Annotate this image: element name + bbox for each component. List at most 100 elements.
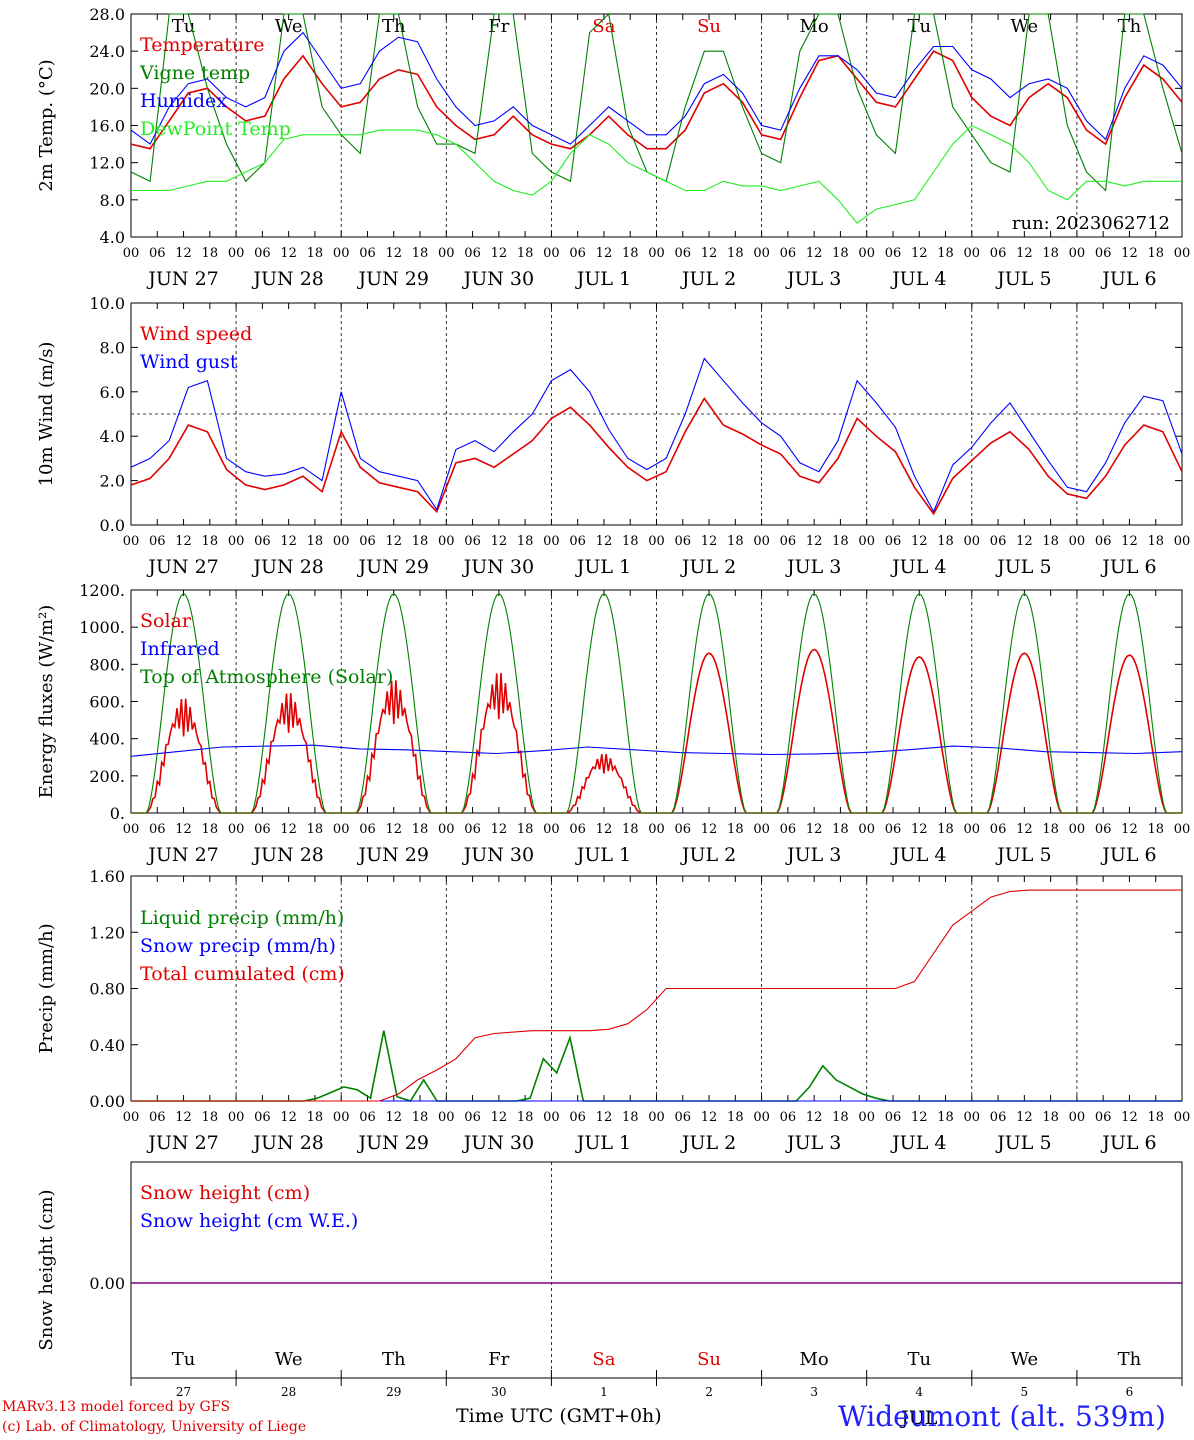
x-hour-label: 18 bbox=[202, 1110, 219, 1125]
y-axis-label: Energy fluxes (W/m²) bbox=[36, 605, 57, 799]
x-day-label: JUN 27 bbox=[146, 556, 218, 578]
x-hour-label: 18 bbox=[622, 534, 639, 549]
x-hour-label: 18 bbox=[202, 822, 219, 837]
bottom-day-number: 1 bbox=[600, 1385, 608, 1399]
x-hour-label: 00 bbox=[648, 246, 665, 261]
x-hour-label: 06 bbox=[1095, 1110, 1112, 1125]
x-hour-label: 06 bbox=[569, 1110, 586, 1125]
x-day-label: JUL 1 bbox=[575, 268, 631, 290]
bottom-day-number: 4 bbox=[915, 1385, 923, 1399]
x-hour-label: 18 bbox=[937, 534, 954, 549]
x-hour-label: 06 bbox=[780, 534, 797, 549]
x-hour-label: 18 bbox=[832, 1110, 849, 1125]
bottom-weekday-label: Tu bbox=[172, 1349, 196, 1370]
y-tick-label: 6.0 bbox=[100, 383, 125, 402]
x-hour-label: 12 bbox=[911, 822, 928, 837]
x-hour-label: 12 bbox=[1121, 246, 1138, 261]
y-tick-label: 0.80 bbox=[89, 980, 125, 999]
x-hour-label: 06 bbox=[780, 1110, 797, 1125]
x-hour-label: 00 bbox=[1174, 246, 1191, 261]
x-hour-label: 18 bbox=[727, 534, 744, 549]
x-hour-label: 00 bbox=[648, 1110, 665, 1125]
series-line-dewpoint-temp bbox=[131, 124, 1182, 224]
x-hour-label: 18 bbox=[202, 246, 219, 261]
x-hour-label: 12 bbox=[596, 1110, 613, 1125]
x-hour-label: 18 bbox=[937, 822, 954, 837]
x-hour-label: 12 bbox=[280, 822, 297, 837]
x-day-label: JUN 27 bbox=[146, 1132, 218, 1154]
x-hour-label: 12 bbox=[385, 1110, 402, 1125]
panel-snow: 0.00 Snow height (cm) Snow height (cm) Snow… bbox=[36, 1161, 1183, 1379]
y-tick-label: 10.0 bbox=[89, 294, 125, 313]
y-tick-label: 1.20 bbox=[89, 923, 125, 942]
x-hour-label: 06 bbox=[990, 246, 1007, 261]
lab-credit: (c) Lab. of Climatology, University of L… bbox=[2, 1419, 307, 1435]
x-hour-label: 18 bbox=[622, 1110, 639, 1125]
x-hour-label: 12 bbox=[385, 822, 402, 837]
x-hour-label: 06 bbox=[254, 534, 271, 549]
x-day-label: JUN 29 bbox=[357, 556, 429, 578]
x-hour-label: 12 bbox=[491, 534, 508, 549]
x-hour-label: 18 bbox=[1147, 534, 1164, 549]
x-hour-label: 12 bbox=[491, 1110, 508, 1125]
x-day-label: JUN 27 bbox=[146, 844, 218, 866]
legend-entry: Liquid precip (mm/h) bbox=[140, 907, 344, 929]
x-hour-label: 12 bbox=[1121, 1110, 1138, 1125]
legend-entry: Solar bbox=[140, 610, 192, 632]
x-day-label: JUL 5 bbox=[995, 556, 1051, 578]
x-hour-label: 18 bbox=[1042, 246, 1059, 261]
x-hour-label: 00 bbox=[1174, 534, 1191, 549]
series-line-top-of-atmosphere-solar bbox=[131, 593, 1182, 814]
weekday-label: Fr bbox=[488, 16, 509, 37]
legend-entry: Infrared bbox=[140, 638, 220, 660]
x-day-label: JUN 27 bbox=[146, 268, 218, 290]
y-tick-label: 400. bbox=[89, 730, 125, 749]
x-day-label: JUN 28 bbox=[251, 268, 323, 290]
x-day-label: JUL 5 bbox=[995, 268, 1051, 290]
x-hour-label: 06 bbox=[569, 534, 586, 549]
x-hour-label: 00 bbox=[858, 246, 875, 261]
x-hour-label: 06 bbox=[464, 822, 481, 837]
x-hour-label: 06 bbox=[675, 1110, 692, 1125]
bottom-axis: Tu We Th Fr Sa Su Mo Tu We Th 27 28 29 30 1 2 3 4 5 6 JUL bbox=[130, 1349, 1183, 1429]
x-hour-label: 00 bbox=[1069, 822, 1086, 837]
x-day-label: JUL 4 bbox=[890, 844, 946, 866]
bottom-weekday-label: Fr bbox=[488, 1349, 509, 1370]
y-tick-label: 8.0 bbox=[100, 191, 125, 210]
y-tick-label: 600. bbox=[89, 693, 125, 712]
x-day-label: JUL 3 bbox=[785, 1132, 841, 1154]
legend-entry: Snow precip (mm/h) bbox=[140, 935, 336, 957]
x-hour-label: 06 bbox=[569, 246, 586, 261]
x-day-label: JUL 6 bbox=[1100, 844, 1156, 866]
bottom-weekday-label: Tu bbox=[907, 1349, 931, 1370]
series-line-wind-gust bbox=[130, 357, 1183, 513]
x-hour-label: 12 bbox=[1016, 246, 1033, 261]
x-hour-label: 12 bbox=[1121, 822, 1138, 837]
x-day-label: JUN 29 bbox=[357, 268, 429, 290]
series-line-humidex bbox=[130, 31, 1183, 145]
x-hour-label: 12 bbox=[1016, 822, 1033, 837]
x-hour-label: 06 bbox=[990, 534, 1007, 549]
x-hour-label: 00 bbox=[333, 246, 350, 261]
x-hour-label: 18 bbox=[307, 1110, 324, 1125]
plot-frame bbox=[130, 589, 1183, 814]
x-hour-label: 00 bbox=[964, 822, 981, 837]
x-hour-label: 06 bbox=[359, 534, 376, 549]
y-tick-label: 16.0 bbox=[89, 117, 125, 136]
x-hour-label: 12 bbox=[491, 822, 508, 837]
y-tick-label: 8.0 bbox=[100, 338, 125, 357]
x-day-label: JUL 3 bbox=[785, 268, 841, 290]
weekday-label: We bbox=[1011, 16, 1039, 37]
x-hour-label: 00 bbox=[1069, 1110, 1086, 1125]
bottom-day-number: 28 bbox=[281, 1385, 296, 1399]
x-day-label: JUL 2 bbox=[680, 268, 736, 290]
x-hour-label: 12 bbox=[911, 534, 928, 549]
bottom-weekday-label: We bbox=[1011, 1349, 1039, 1370]
station-name: Wideumont (alt. 539m) bbox=[838, 1400, 1166, 1433]
x-hour-label: 00 bbox=[648, 534, 665, 549]
y-tick-label: 1.60 bbox=[89, 867, 125, 886]
legend-entry: Snow height (cm) bbox=[140, 1182, 310, 1204]
x-hour-label: 18 bbox=[307, 246, 324, 261]
bottom-day-number: 27 bbox=[176, 1385, 191, 1399]
